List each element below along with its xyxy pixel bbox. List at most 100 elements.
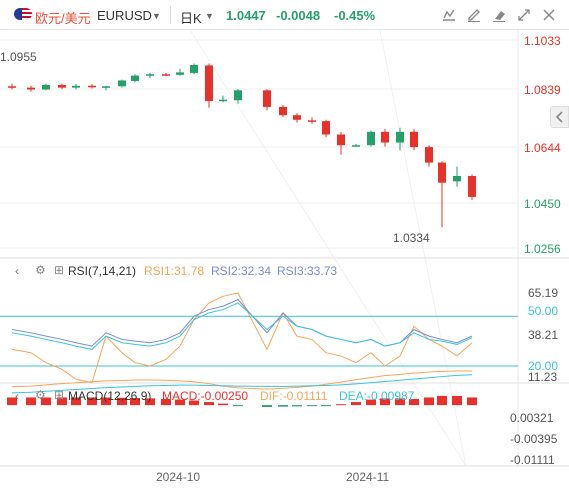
macd-bar [161, 398, 171, 406]
macd-bar [71, 397, 81, 406]
rsi1-line [11, 292, 473, 384]
candle-body [27, 87, 35, 90]
candle-body [453, 175, 461, 182]
indicator-grid-icon[interactable]: ⊞ [54, 263, 65, 277]
macd-bar [292, 405, 302, 407]
timeframe-chevron-icon[interactable]: ▼ [205, 11, 214, 21]
macd-bar [233, 405, 243, 407]
candle-body [8, 86, 16, 88]
rsi-axis-label: 38.21 [528, 328, 559, 342]
draw-tool-icon[interactable] [439, 5, 459, 25]
candle-body [102, 86, 110, 88]
divider [170, 6, 171, 24]
candle-body [58, 84, 66, 88]
macd-bar [424, 397, 434, 406]
settings-icon[interactable]: ⚙ [35, 388, 46, 402]
macd-bar [452, 395, 462, 406]
price-axis-label: 1.0450 [524, 197, 561, 211]
candle-body [146, 74, 154, 76]
candle-body [205, 65, 213, 102]
macd-axis-label: -0.01111 [510, 453, 555, 467]
macd-bar [145, 398, 155, 406]
settings-icon[interactable]: ⚙ [35, 263, 46, 277]
timeframe-selector[interactable]: 日K [180, 11, 202, 26]
macd-axis-label: -0.00395 [510, 432, 558, 446]
price-change: -0.0048 [276, 8, 321, 23]
macd-bar [218, 403, 228, 406]
macd-name: MACD(12,26,9) [68, 389, 152, 403]
candle-body [410, 131, 418, 148]
candle-body [190, 64, 198, 73]
macd-bar [175, 399, 185, 406]
candle-body [279, 106, 287, 116]
eraser-icon[interactable] [489, 5, 509, 25]
candle-body [381, 131, 389, 143]
candle-body [263, 90, 271, 107]
rsi-axis-label: 20.00 [528, 359, 559, 373]
price-axis-label: 1.0644 [524, 141, 561, 155]
pair-code[interactable]: EURUSD [97, 8, 152, 23]
candle-body [468, 175, 476, 197]
x-axis-label: 2024-10 [156, 470, 201, 484]
macd-bar [409, 398, 419, 406]
candle-body [234, 90, 242, 101]
macd-bar [262, 405, 272, 407]
macd-bar [41, 397, 51, 406]
chevron-down-icon[interactable]: ▼ [152, 11, 161, 21]
close-icon[interactable] [539, 5, 559, 25]
candle-body [438, 162, 446, 183]
candle-body [396, 131, 404, 143]
rsi-name: RSI(7,14,21) [68, 264, 137, 278]
pencil-icon[interactable] [464, 5, 484, 25]
macd-bar [117, 397, 127, 406]
macd-bar [57, 397, 67, 406]
collapse-icon[interactable]: ‹ [15, 264, 19, 278]
last-price: 1.0447 [226, 8, 266, 23]
macd-bar [336, 404, 346, 406]
macd-bar [351, 402, 361, 406]
rsi2-value: RSI2:32.34 [211, 264, 272, 278]
candle-body [118, 80, 126, 87]
collapse-icon[interactable]: ‹ [15, 389, 19, 403]
grid-line [189, 29, 467, 467]
dea-line [11, 374, 473, 394]
macd-bar [87, 397, 97, 406]
candle-body [219, 99, 227, 102]
candle-body [322, 121, 330, 135]
price-change-percent: -0.45% [334, 8, 376, 23]
pair-name-cn[interactable]: 欧元/美元 [35, 11, 91, 26]
macd-value: MACD:-0.00250 [162, 389, 249, 403]
macd-bar [307, 405, 317, 407]
candle-body [131, 75, 139, 81]
rsi-axis-label: 65.19 [528, 286, 559, 300]
rsi3-line [11, 302, 473, 350]
candle-body [42, 84, 50, 90]
macd-bar [204, 402, 214, 406]
high-price-marker: 1.0955 [0, 50, 37, 64]
candle-body [308, 120, 316, 122]
macd-bar [395, 398, 405, 406]
macd-bar [7, 397, 17, 406]
indicator-grid-icon[interactable]: ⊞ [54, 388, 65, 402]
rsi3-value: RSI3:33.73 [277, 264, 338, 278]
chevron-left-icon[interactable] [550, 106, 569, 128]
candle-body [352, 145, 360, 147]
candle-body [337, 134, 345, 146]
price-axis-label: 1.0839 [524, 83, 561, 97]
macd-axis-label: 0.00321 [510, 411, 554, 425]
dif-value: DIF:-0.01111 [260, 389, 328, 403]
dif-line [11, 370, 472, 390]
x-axis-label: 2024-11 [346, 470, 390, 484]
fullscreen-icon[interactable] [514, 5, 534, 25]
candle-body [72, 85, 80, 88]
macd-bar [380, 398, 390, 406]
rsi1-value: RSI1:31.78 [144, 264, 205, 278]
macd-bar [437, 395, 447, 406]
macd-bar [26, 397, 36, 406]
macd-bar [130, 398, 140, 406]
candle-body [425, 147, 433, 163]
macd-bar [189, 400, 199, 406]
grid-line [379, 29, 467, 467]
dea-value: DEA:-0.00987 [339, 389, 415, 403]
